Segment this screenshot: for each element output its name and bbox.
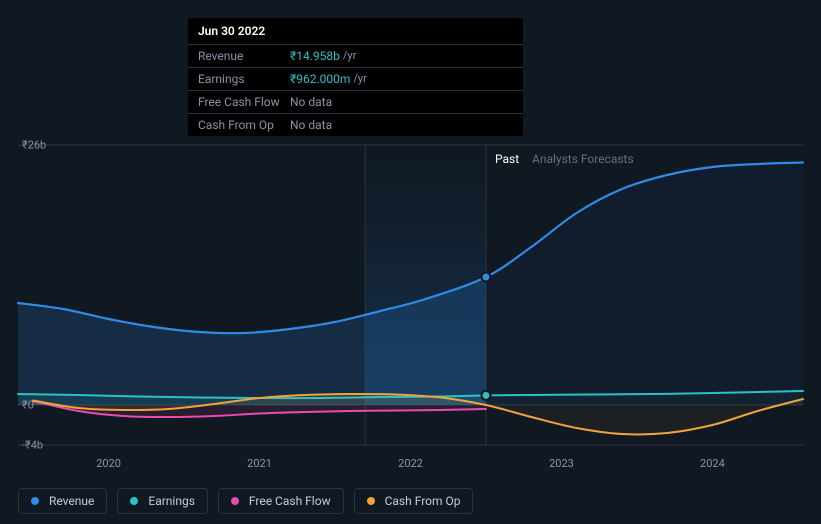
x-axis-label: 2024 [700, 457, 725, 470]
legend-dot-cfo [367, 497, 375, 505]
legend-dot-earnings [130, 497, 138, 505]
tooltip-row-revenue: Revenue ₹14.958b /yr [188, 45, 523, 68]
y-axis-label: ₹26b [22, 139, 46, 152]
legend-revenue[interactable]: Revenue [18, 488, 107, 514]
legend-fcf[interactable]: Free Cash Flow [218, 488, 344, 514]
region-label-forecast: Analysts Forecasts [532, 152, 634, 166]
legend-earnings[interactable]: Earnings [117, 488, 208, 514]
legend-dot-fcf [231, 497, 239, 505]
legend-dot-revenue [31, 497, 39, 505]
x-axis-label: 2023 [549, 457, 574, 470]
earnings-forecast-chart: { "chart": { "type": "line-area", "width… [0, 0, 821, 524]
tooltip-date: Jun 30 2022 [188, 18, 523, 45]
x-axis-label: 2020 [96, 457, 121, 470]
x-axis-label: 2021 [247, 457, 272, 470]
region-label-past: Past [495, 152, 519, 166]
tooltip-row-fcf: Free Cash Flow No data [188, 91, 523, 114]
legend-cfo[interactable]: Cash From Op [354, 488, 474, 514]
x-axis-label: 2022 [398, 457, 423, 470]
chart-tooltip: Jun 30 2022 Revenue ₹14.958b /yr Earning… [188, 18, 523, 136]
tooltip-row-cfo: Cash From Op No data [188, 114, 523, 136]
y-axis-label: ₹0 [22, 399, 34, 412]
y-axis-label: -₹4b [22, 439, 43, 452]
tooltip-row-earnings: Earnings ₹962.000m /yr [188, 68, 523, 91]
chart-legend: Revenue Earnings Free Cash Flow Cash Fro… [18, 488, 473, 514]
